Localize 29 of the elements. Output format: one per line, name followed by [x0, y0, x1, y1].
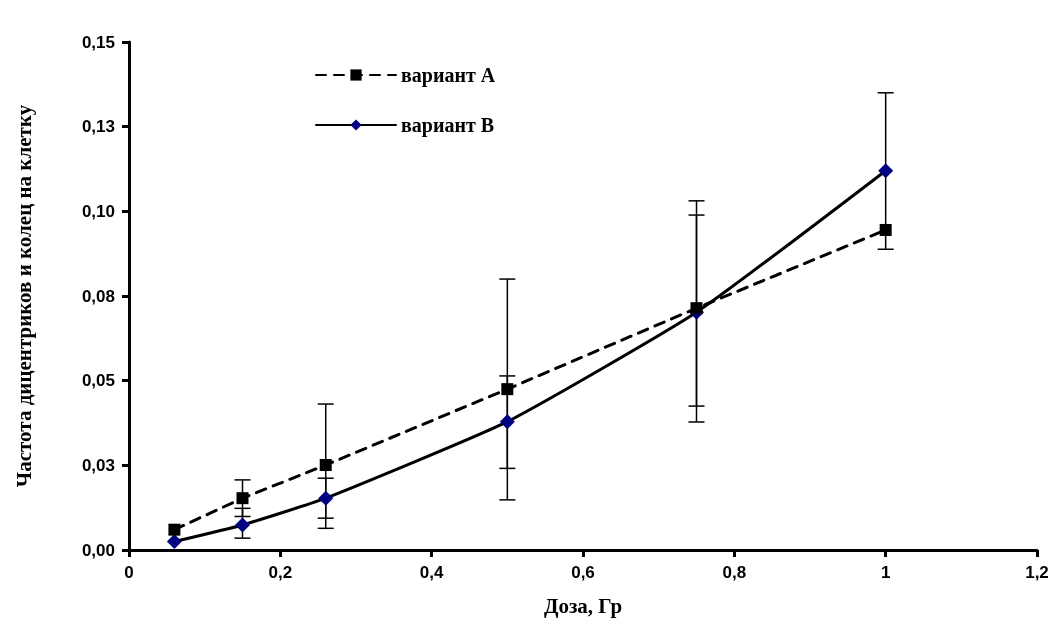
y-axis-title: Частота дицентриков и колец на клетку — [11, 104, 36, 488]
y-tick-label: 0,10 — [81, 201, 115, 221]
point — [878, 163, 894, 179]
x-axis-title: Доза, Гр — [543, 593, 623, 618]
point — [501, 383, 514, 396]
y-tick-label: 0,05 — [81, 371, 115, 391]
point — [235, 517, 250, 533]
y-tick-label: 0,13 — [81, 117, 115, 137]
y-tick-label: 0,08 — [81, 286, 115, 306]
point — [319, 458, 332, 471]
legend-label: вариант А — [401, 64, 496, 87]
x-tick-label: 0,8 — [722, 563, 747, 582]
point — [166, 534, 182, 550]
x-tick-label: 0,4 — [419, 563, 445, 582]
x-tick-label: 0,2 — [268, 563, 293, 582]
legend-label: вариант В — [401, 114, 495, 137]
point — [236, 492, 249, 505]
x-tick-label: 0 — [124, 563, 134, 582]
point — [168, 523, 181, 536]
point — [499, 414, 515, 430]
y-tick-label: 0,15 — [81, 32, 115, 52]
x-tick-label: 0,6 — [571, 563, 595, 582]
point — [318, 490, 334, 506]
x-tick-label: 1,2 — [1025, 563, 1049, 582]
point — [879, 223, 892, 236]
x-tick-label: 1 — [880, 563, 891, 582]
y-tick-label: 0,03 — [81, 455, 115, 475]
y-tick-label: 0,00 — [81, 540, 115, 560]
point — [690, 302, 703, 315]
